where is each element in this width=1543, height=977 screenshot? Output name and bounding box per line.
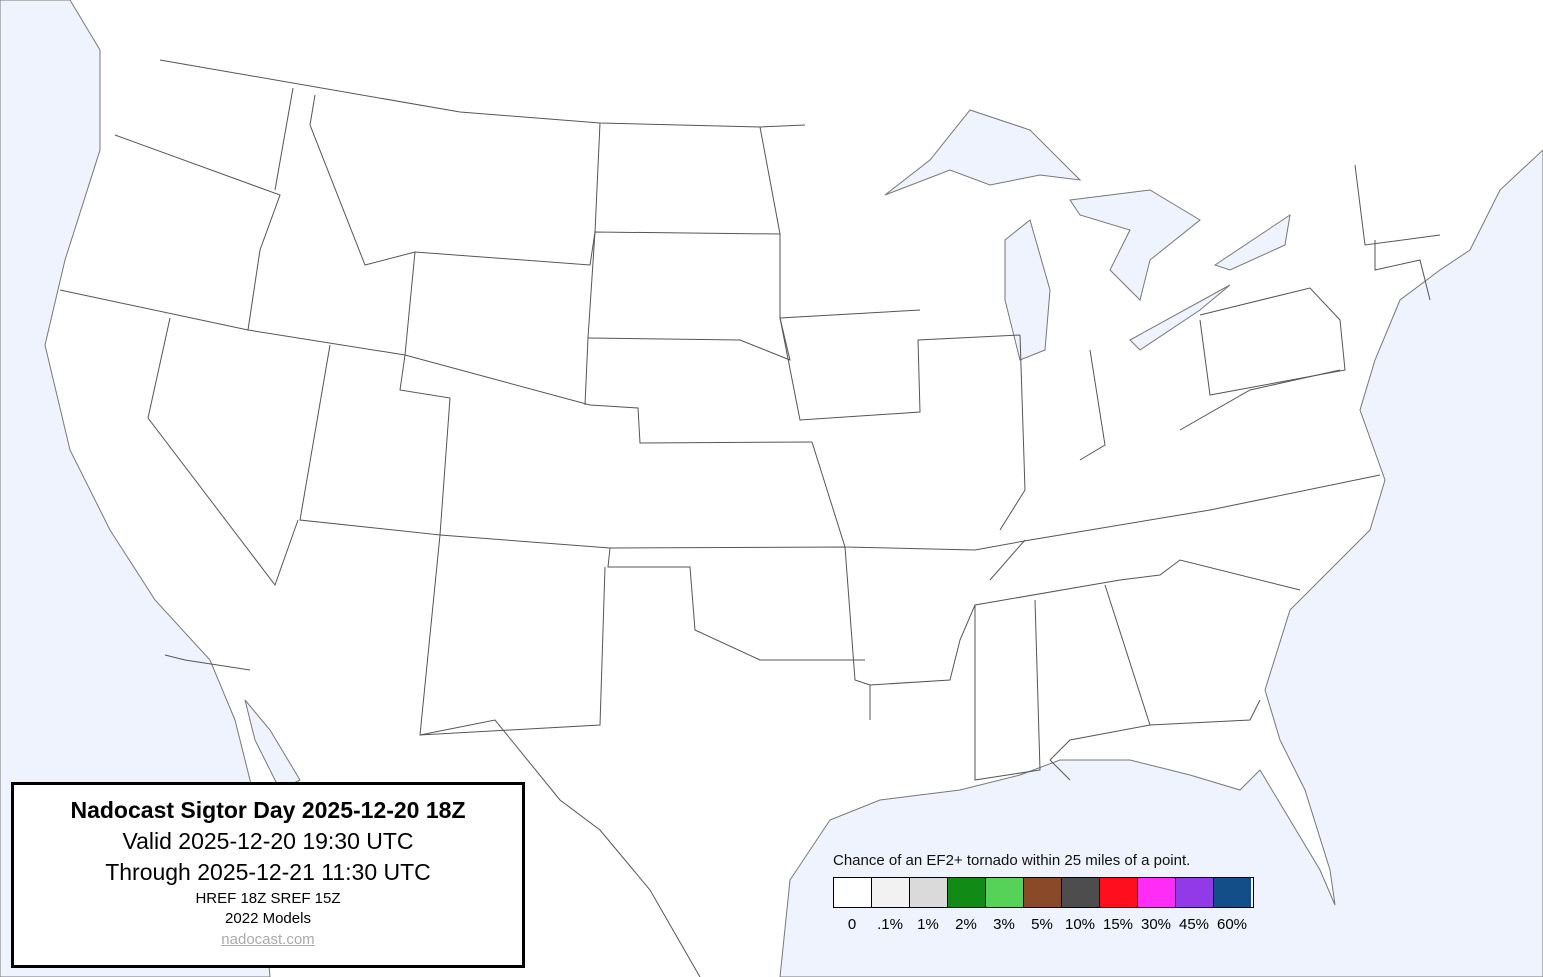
legend-label: 10% (1064, 916, 1096, 933)
legend-label: 5% (1031, 916, 1053, 933)
gulf-atlantic (779, 149, 1543, 977)
legend-labels: 0 .1% 1% 2% 3% 5% 10% 15% 30% 45% 60% (833, 916, 1254, 933)
lake-erie (1129, 284, 1231, 351)
model-version-text: 2022 Models (225, 910, 311, 927)
legend-swatch (1100, 878, 1138, 907)
legend-swatch (1176, 878, 1214, 907)
legend-label: 3% (993, 916, 1015, 933)
map-title: Nadocast Sigtor Day 2025-12-20 18Z (70, 797, 466, 823)
legend-swatches (833, 877, 1254, 908)
legend-swatch (1024, 878, 1062, 907)
state-borders (59, 59, 1441, 977)
lake-michigan (1004, 219, 1051, 361)
legend-label: 30% (1140, 916, 1172, 933)
legend-label: 45% (1178, 916, 1210, 933)
legend-swatch (1214, 878, 1251, 907)
legend-label: 15% (1102, 916, 1134, 933)
legend: Chance of an EF2+ tornado within 25 mile… (833, 852, 1254, 933)
lake-ontario (1213, 213, 1291, 271)
legend-title: Chance of an EF2+ tornado within 25 mile… (833, 852, 1191, 869)
legend-swatch (834, 878, 872, 907)
through-time: Through 2025-12-21 11:30 UTC (105, 859, 431, 885)
legend-swatch (986, 878, 1024, 907)
legend-swatch (872, 878, 910, 907)
legend-swatch (1062, 878, 1100, 907)
legend-label: .1% (877, 916, 903, 933)
lake-huron (1069, 189, 1201, 301)
legend-label: 1% (917, 916, 939, 933)
legend-swatch (910, 878, 948, 907)
nadocast-link[interactable]: nadocast.com (221, 931, 315, 948)
legend-swatch (1138, 878, 1176, 907)
valid-time: Valid 2025-12-20 19:30 UTC (122, 828, 414, 854)
lake-superior (884, 109, 1082, 196)
models-text: HREF 18Z SREF 15Z (195, 890, 341, 907)
legend-label: 0 (847, 916, 857, 933)
legend-label: 2% (955, 916, 977, 933)
legend-swatch (948, 878, 986, 907)
title-box: Nadocast Sigtor Day 2025-12-20 18Z Valid… (11, 782, 525, 968)
legend-label: 60% (1216, 916, 1248, 933)
